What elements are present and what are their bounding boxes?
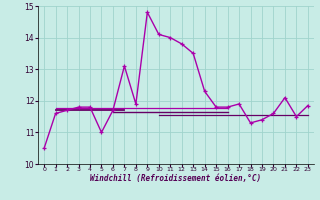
X-axis label: Windchill (Refroidissement éolien,°C): Windchill (Refroidissement éolien,°C) (91, 174, 261, 183)
